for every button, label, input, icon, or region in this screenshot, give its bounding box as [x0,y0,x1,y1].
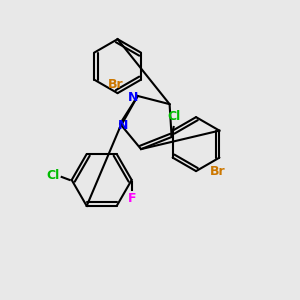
Text: N: N [128,92,138,104]
Text: Cl: Cl [167,110,180,123]
Text: Br: Br [108,78,123,91]
Text: N: N [118,119,128,132]
Text: Br: Br [210,165,226,178]
Text: Cl: Cl [46,169,60,182]
Text: F: F [128,192,136,205]
